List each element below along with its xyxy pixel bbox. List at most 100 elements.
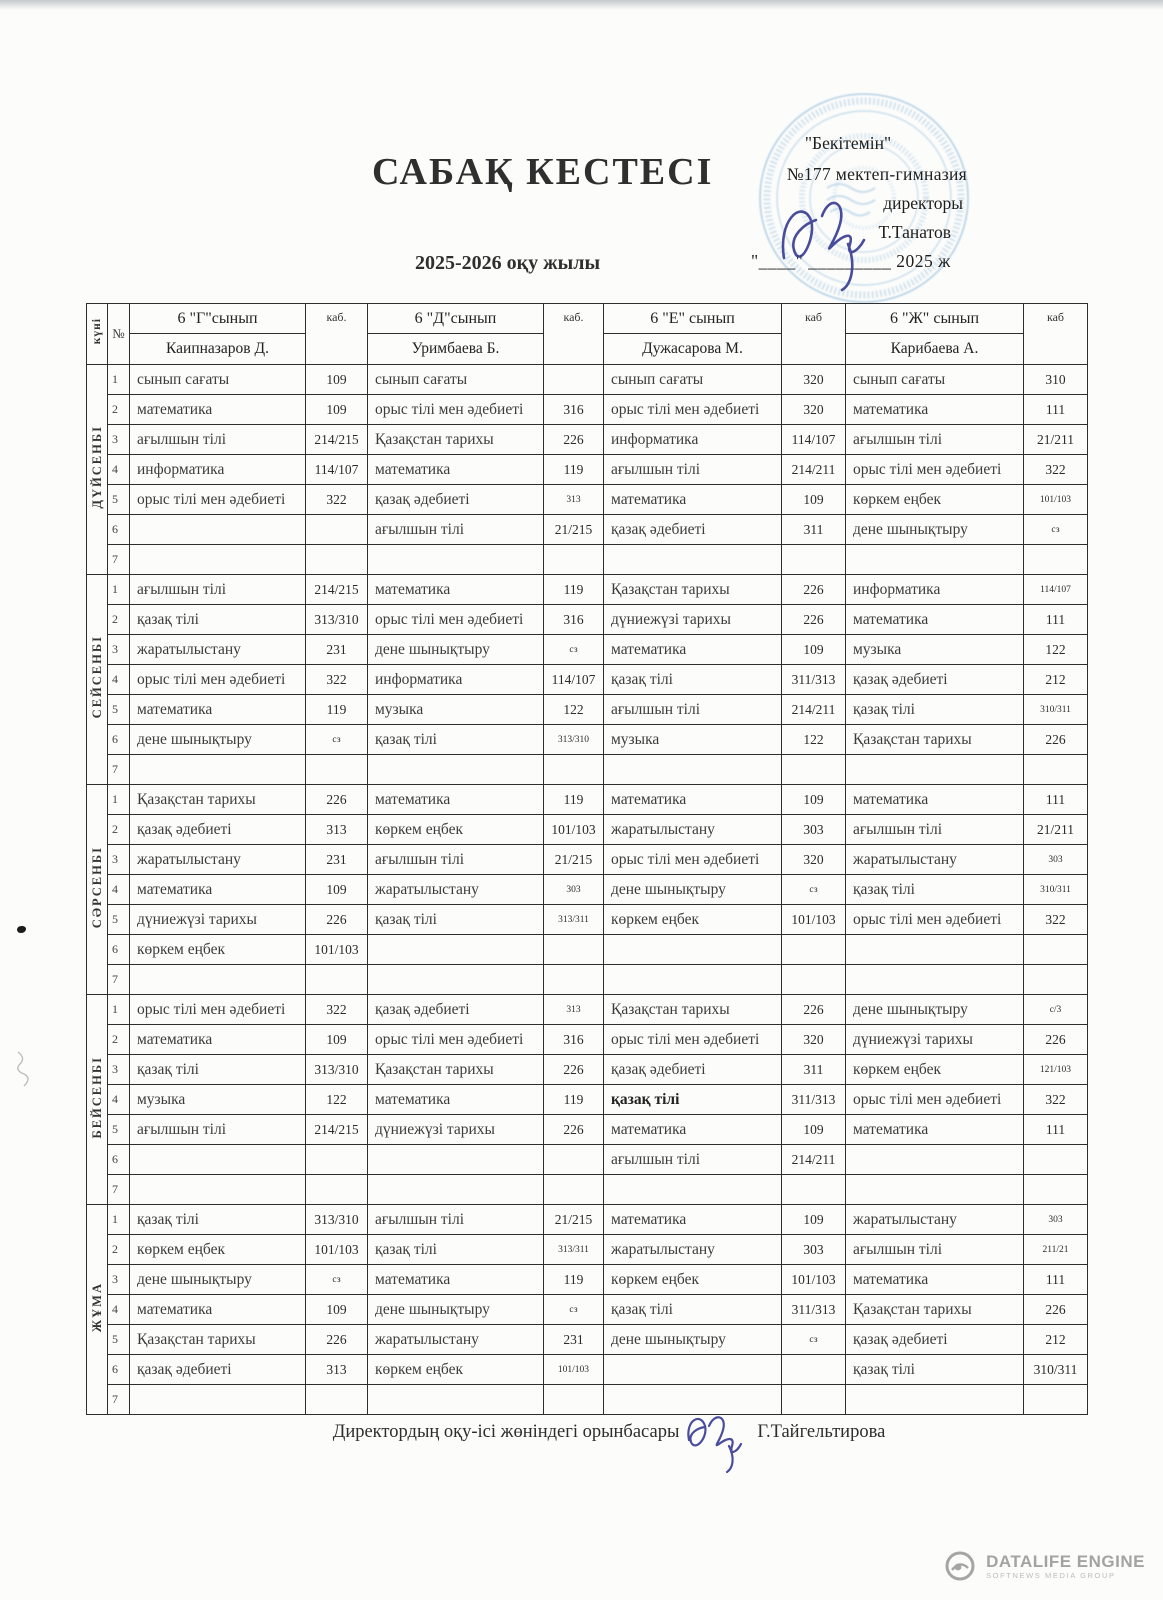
subject-cell: көркем еңбек xyxy=(845,484,1024,515)
cab-cell xyxy=(781,1354,846,1385)
teacher-name: Уримбаева Б. xyxy=(367,333,544,365)
period-row: 5 ағылшын тілі 214/215 дүниежүзі тарихы 226 м… xyxy=(87,1114,1088,1145)
period-row: 3 жаратылыстану 231 ағылшын тілі 21/215 орыс … xyxy=(87,844,1088,875)
cab-cell: 109 xyxy=(781,1114,846,1145)
subject-cell: орыс тілі мен әдебиеті xyxy=(129,484,306,515)
period-row: 6 ағылшын тілі 21/215 қазақ әдебиеті 311 дене… xyxy=(87,514,1088,545)
subject-cell: сынып сағаты xyxy=(845,364,1024,395)
subject-cell: қазақ тілі xyxy=(129,604,306,635)
period-number: 1 xyxy=(107,1204,130,1235)
approval-text: "Бекітемін" №177 мектеп-гимназия директо… xyxy=(751,134,967,271)
cab-cell: сз xyxy=(1023,514,1088,545)
period-row: 6 ағылшын тілі 214/211 xyxy=(87,1144,1088,1175)
cab-cell: 231 xyxy=(305,634,368,665)
cab-cell: 226 xyxy=(1023,1294,1088,1325)
subject-cell: математика xyxy=(845,784,1024,815)
cab-cell xyxy=(305,1144,368,1175)
approval-block: "Бекітемін" №177 мектеп-гимназия директо… xyxy=(742,80,992,330)
period-number: 6 xyxy=(107,1354,130,1385)
cab-cell: 214/215 xyxy=(305,424,368,455)
period-row: 7 xyxy=(87,964,1088,995)
subject-cell: информатика xyxy=(367,664,544,695)
watermark-title: DATALIFE ENGINE xyxy=(986,1551,1145,1571)
cab-cell xyxy=(1023,1144,1088,1175)
cab-cell: 211/21 xyxy=(1023,1234,1088,1265)
cab-cell: 226 xyxy=(781,574,846,605)
period-row: 7 xyxy=(87,1174,1088,1205)
subject-cell xyxy=(845,934,1024,965)
subject-cell: дене шынықтыру xyxy=(845,994,1024,1025)
period-row: БЕЙСЕНБІ 1 орыс тілі мен әдебиеті 322 қазақ … xyxy=(86,994,1088,1205)
page-title: САБАҚ КЕСТЕСІ xyxy=(372,151,714,193)
subject-cell: қазақ тілі xyxy=(129,1054,306,1085)
class-header-d: 6 "Д"сынып xyxy=(367,303,544,334)
subject-cell: ағылшын тілі xyxy=(129,574,306,605)
cab-cell: 316 xyxy=(543,604,604,635)
subject-cell: қазақ тілі xyxy=(603,664,782,695)
subject-cell xyxy=(129,1174,306,1205)
period-number: 1 xyxy=(107,784,130,815)
subject-cell: дене шынықтыру xyxy=(367,634,544,665)
cab-cell: 311/313 xyxy=(781,1084,846,1115)
subject-cell: сынып сағаты xyxy=(129,364,306,395)
period-row: 3 жаратылыстану 231 дене шынықтыру сз математ… xyxy=(87,634,1088,665)
cab-cell: 122 xyxy=(543,694,604,725)
period-row: 5 Қазақстан тарихы 226 жаратылыстану 231 дене… xyxy=(87,1324,1088,1355)
number-column-header: № xyxy=(107,303,130,365)
cab-cell xyxy=(1023,964,1088,995)
cab-cell: 119 xyxy=(543,1264,604,1295)
cab-cell: 313/310 xyxy=(543,724,604,755)
period-number: 4 xyxy=(107,664,130,695)
cab-cell: 322 xyxy=(305,994,368,1025)
cab-header-g: каб. xyxy=(305,303,368,365)
period-number: 7 xyxy=(107,1384,130,1415)
subject-cell: дене шынықтыру xyxy=(603,874,782,905)
deputy-title: Директордың оқу-ісі жөніндегі орынбасары xyxy=(332,1421,680,1442)
subject-cell: сынып сағаты xyxy=(603,364,782,395)
cab-header-e: каб xyxy=(781,303,846,365)
cab-cell: 101/103 xyxy=(543,1354,604,1385)
schedule-body: ДҮЙСЕНБІ 1 сынып сағаты 109 сынып сағаты сыны… xyxy=(86,364,1088,1415)
period-number: 7 xyxy=(107,964,130,995)
subject-cell: ағылшын тілі xyxy=(367,514,544,545)
period-number: 1 xyxy=(107,994,130,1025)
period-number: 6 xyxy=(107,514,130,545)
cab-cell: 322 xyxy=(305,664,368,695)
cab-cell: сз xyxy=(543,1294,604,1325)
subject-cell: дүниежүзі тарихы xyxy=(845,1024,1024,1055)
subject-cell xyxy=(603,1354,782,1385)
subject-cell: жаратылыстану xyxy=(845,844,1024,875)
subject-cell: жаратылыстану xyxy=(845,1204,1024,1235)
subject-cell xyxy=(845,544,1024,575)
subject-cell: ағылшын тілі xyxy=(845,1234,1024,1265)
subject-cell: Қазақстан тарихы xyxy=(845,1294,1024,1325)
cab-cell: 313/311 xyxy=(543,1234,604,1265)
cab-header-zh: каб xyxy=(1023,303,1088,365)
subject-cell xyxy=(603,934,782,965)
cab-cell xyxy=(781,1174,846,1205)
subject-cell: орыс тілі мен әдебиеті xyxy=(367,1024,544,1055)
day-label: ЖҰМА xyxy=(86,1204,108,1415)
subject-cell: қазақ тілі xyxy=(845,694,1024,725)
cab-cell: 311/313 xyxy=(781,1294,846,1325)
subject-cell: орыс тілі мен әдебиеті xyxy=(603,844,782,875)
subject-cell: қазақ әдебиеті xyxy=(129,814,306,845)
period-row: СӘРСЕНБІ 1 Қазақстан тарихы 226 математика 11… xyxy=(86,784,1088,995)
subject-cell: математика xyxy=(129,874,306,905)
period-row: 3 дене шынықтыру сз математика 119 көркем еңб… xyxy=(87,1264,1088,1295)
datalife-eye-icon xyxy=(945,1551,975,1581)
period-number: 5 xyxy=(107,1114,130,1145)
cab-cell: 109 xyxy=(781,784,846,815)
period-row: СЕЙСЕНБІ 1 ағылшын тілі 214/215 математика 11… xyxy=(86,574,1088,785)
subject-cell: математика xyxy=(367,1264,544,1295)
cab-cell xyxy=(543,964,604,995)
datalife-watermark: DATALIFE ENGINE SOFTNEWS MEDIA GROUP xyxy=(942,1548,1145,1584)
watermark-subtitle: SOFTNEWS MEDIA GROUP xyxy=(986,1570,1116,1580)
period-number: 7 xyxy=(107,544,130,575)
subject-cell: дене шынықтыру xyxy=(129,1264,306,1295)
subject-cell: математика xyxy=(367,784,544,815)
cab-cell: 310/311 xyxy=(1023,1354,1088,1385)
cab-cell: сз xyxy=(305,1264,368,1295)
subject-cell: көркем еңбек xyxy=(603,904,782,935)
subject-cell: қазақ әдебиеті xyxy=(129,1354,306,1385)
